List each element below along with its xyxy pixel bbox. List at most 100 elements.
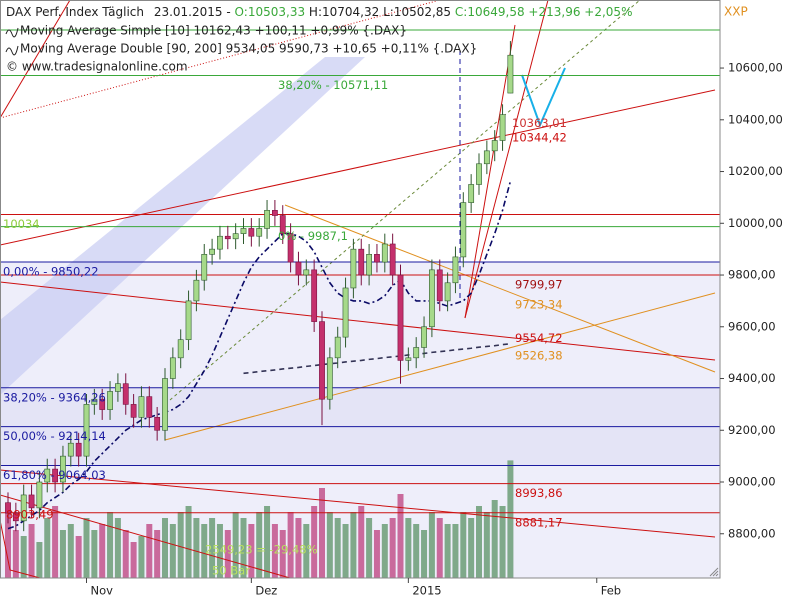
- level-label: 50,00% - 9214,14: [3, 429, 106, 443]
- candle-body: [248, 228, 255, 237]
- candle-body: [146, 396, 153, 418]
- volume-bar: [216, 524, 223, 578]
- candle-body: [240, 228, 247, 234]
- projection-path: [521, 67, 566, 128]
- labels-layer: 38,20% - 10571,11 10034 0% - 9987,1 0,00% -…: [3, 78, 567, 577]
- candle-body: [193, 279, 200, 302]
- candle-body: [209, 248, 215, 255]
- volume-bar: [452, 524, 459, 578]
- candle-body: [374, 254, 380, 263]
- volume-bar: [444, 524, 451, 578]
- low: L:10502,85: [383, 5, 451, 19]
- candle-body: [421, 326, 427, 348]
- candle-body: [342, 287, 349, 338]
- annotation-label: 8903,49: [6, 507, 54, 521]
- candle-body: [279, 215, 286, 234]
- volume-bar: [75, 536, 82, 578]
- volume-bar: [413, 524, 420, 578]
- y-tick-label: 9200,00: [728, 423, 776, 437]
- trend-line: [0, 469, 716, 538]
- volume-bar: [256, 512, 263, 578]
- candle-body: [334, 336, 341, 359]
- candle-body: [91, 398, 98, 405]
- volume-bar: [381, 524, 388, 578]
- trend-line: [0, 494, 291, 579]
- candle-body: [507, 54, 514, 94]
- y-tick-label: 9600,00: [728, 319, 776, 333]
- change: +213,96: [528, 5, 580, 19]
- volume-bar: [279, 530, 286, 578]
- axis-panel: [0, 578, 720, 600]
- volume-bar: [389, 518, 396, 578]
- candle-body: [52, 468, 58, 483]
- candle-body: [130, 404, 137, 418]
- candle-body: [295, 261, 302, 276]
- candle-body: [428, 269, 435, 328]
- candle-body: [499, 114, 506, 141]
- trend-line: [464, 24, 516, 319]
- symbol-tag: XXP: [724, 5, 748, 19]
- axis-panel: [720, 0, 800, 600]
- annotation-label: 9554,72: [515, 331, 563, 345]
- volume-bar: [499, 506, 506, 578]
- trend-line: [0, 281, 716, 361]
- trend-line: [164, 292, 716, 441]
- legend-icon: [5, 27, 19, 56]
- volume-bar: [193, 518, 200, 578]
- level-label: 0% - 9987,1: [278, 229, 348, 243]
- candle-body: [436, 269, 443, 302]
- volume-bar: [177, 512, 184, 578]
- trend-line: [169, 0, 641, 401]
- separator: -: [226, 5, 230, 19]
- volume-bar: [169, 524, 176, 578]
- candle-body: [20, 494, 27, 522]
- level-label: 8993,86: [515, 486, 563, 500]
- candle-body: [405, 357, 412, 361]
- volume-bar: [162, 518, 168, 578]
- volume-bar: [209, 518, 216, 578]
- trend-channel: [0, 57, 365, 395]
- volume-bar: [154, 530, 161, 578]
- high: H:10704,32: [309, 5, 379, 19]
- open: O:10503,33: [235, 5, 306, 19]
- candle-body: [366, 254, 372, 276]
- x-tick-label: Nov: [91, 584, 114, 598]
- candle-body: [162, 378, 168, 431]
- resize-grip: [709, 567, 719, 577]
- candle-body: [381, 243, 388, 263]
- x-tick-label: Dez: [255, 584, 277, 598]
- candle-body: [28, 494, 35, 509]
- candle-body: [476, 163, 482, 185]
- y-tick-label: 10200,00: [728, 164, 783, 178]
- volume-bar: [287, 512, 294, 578]
- candle-body: [468, 184, 475, 203]
- footnote: 50 Bar: [212, 564, 250, 578]
- candle-body: [452, 256, 459, 284]
- level-label: 8881,17: [515, 515, 563, 529]
- volume-bar: [107, 512, 114, 578]
- volume-bar: [483, 512, 490, 578]
- candle-body: [169, 357, 176, 379]
- annotation-label: 9723,34: [515, 297, 563, 311]
- volume-bar: [248, 524, 255, 578]
- candle-body: [177, 339, 184, 359]
- volume-bar: [201, 524, 208, 578]
- volume-bar: [99, 524, 106, 578]
- volume-bar: [12, 530, 19, 578]
- level-label: 9799,97: [515, 278, 563, 292]
- trend-line: [0, 0, 441, 119]
- candle-body: [67, 442, 74, 457]
- candle-body: [154, 417, 161, 431]
- volume-bar: [44, 518, 51, 578]
- trend-line: [464, 0, 549, 319]
- candle-body: [115, 383, 121, 392]
- volume-bar: [67, 524, 74, 578]
- volume-bar: [224, 530, 231, 578]
- volume-bar: [52, 506, 59, 578]
- candle-body: [75, 442, 82, 457]
- volume-bar: [460, 512, 467, 578]
- candle-body: [413, 347, 420, 359]
- candle-body: [44, 468, 51, 483]
- level-label: 0,00% - 9850,22: [3, 265, 99, 279]
